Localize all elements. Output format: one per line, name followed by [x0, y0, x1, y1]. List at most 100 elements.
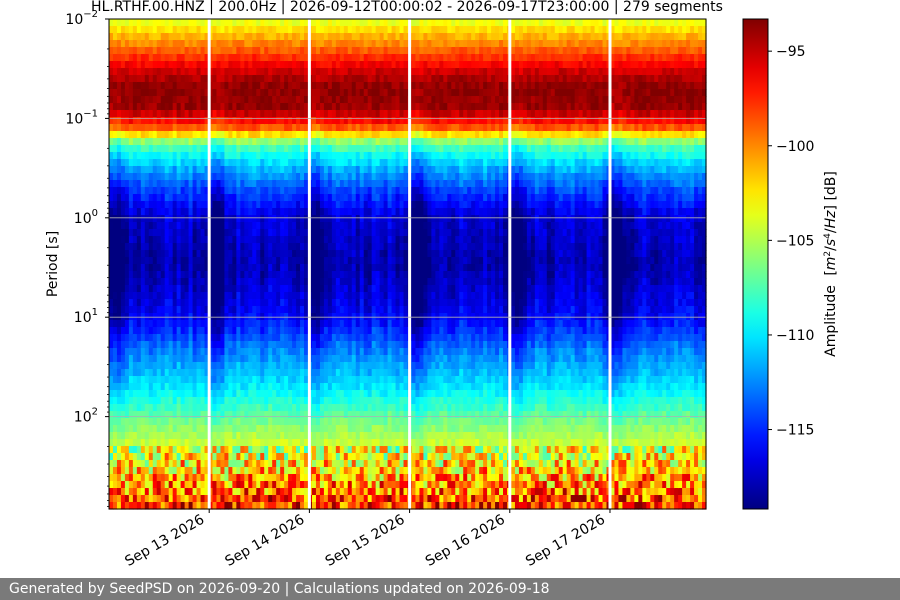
spectrogram-cell — [315, 397, 321, 405]
spectrogram-cell — [367, 110, 373, 118]
spectrogram-cell — [188, 292, 194, 300]
spectrogram-cell — [260, 306, 265, 314]
spectrogram-cell — [204, 61, 210, 69]
spectrogram-cell — [128, 208, 134, 216]
spectrogram-cell — [363, 194, 369, 202]
spectrogram-cell — [379, 355, 385, 363]
spectrogram-cell — [192, 187, 198, 195]
spectrogram-cell — [236, 432, 241, 440]
spectrogram-cell — [160, 243, 166, 251]
spectrogram-cell — [192, 411, 198, 419]
spectrogram-cell — [148, 404, 154, 412]
spectrogram-cell — [252, 341, 257, 349]
spectrogram-cell — [335, 33, 341, 41]
spectrogram-cell — [124, 222, 130, 230]
spectrogram-cell — [248, 320, 253, 328]
spectrogram-cell — [152, 124, 158, 132]
spectrogram-cell — [280, 460, 285, 468]
spectrogram-cell — [319, 152, 325, 160]
spectrogram-cell — [204, 474, 210, 482]
spectrogram-cell — [315, 355, 321, 363]
spectrogram-cell — [260, 54, 265, 62]
spectrogram-cell — [315, 138, 321, 146]
spectrogram-cell — [292, 229, 297, 237]
spectrogram-cell — [363, 187, 369, 195]
spectrogram-cell — [260, 110, 265, 118]
spectrogram-cell — [140, 327, 146, 335]
spectrogram-cell — [236, 369, 241, 377]
spectrogram-cell — [379, 201, 385, 209]
spectrogram-cell — [196, 82, 202, 90]
spectrogram-cell — [387, 278, 393, 286]
spectrogram-cell — [379, 103, 385, 111]
spectrogram-cell — [232, 103, 237, 111]
spectrogram-cell — [264, 243, 269, 251]
spectrogram-cell — [387, 285, 393, 293]
spectrogram-cell — [220, 390, 226, 398]
spectrogram-cell — [109, 40, 114, 48]
spectrogram-cell — [256, 75, 261, 83]
spectrogram-cell — [220, 117, 226, 125]
spectrogram-cell — [212, 26, 218, 34]
spectrogram-cell — [391, 152, 397, 160]
spectrogram-cell — [156, 306, 162, 314]
spectrogram-cell — [315, 418, 321, 426]
spectrogram-cell — [248, 250, 253, 258]
spectrogram-cell — [248, 397, 253, 405]
spectrogram-cell — [140, 222, 146, 230]
spectrogram-cell — [387, 222, 393, 230]
spectrogram-cell — [152, 159, 158, 167]
spectrogram-cell — [315, 474, 321, 482]
spectrogram-cell — [268, 341, 273, 349]
spectrogram-cell — [224, 145, 229, 153]
spectrogram-cell — [351, 215, 357, 223]
spectrogram-cell — [224, 236, 229, 244]
spectrogram-cell — [148, 173, 154, 181]
spectrogram-cell — [371, 138, 377, 146]
spectrogram-cell — [112, 292, 118, 300]
spectrogram-cell — [224, 453, 229, 461]
spectrogram-cell — [327, 222, 333, 230]
spectrogram-cell — [148, 369, 154, 377]
spectrogram-cell — [315, 341, 321, 349]
spectrogram-cell — [109, 187, 114, 195]
spectrogram-cell — [172, 194, 178, 202]
spectrogram-cell — [160, 96, 166, 104]
spectrogram-cell — [152, 299, 158, 307]
spectrogram-cell — [304, 327, 309, 335]
spectrogram-cell — [319, 320, 325, 328]
spectrogram-cell — [272, 138, 277, 146]
spectrogram-cell — [379, 54, 385, 62]
spectrogram-cell — [172, 369, 178, 377]
spectrogram-cell — [387, 404, 393, 412]
spectrogram-cell — [109, 327, 114, 335]
spectrogram-cell — [148, 411, 154, 419]
spectrogram-cell — [212, 278, 218, 286]
spectrogram-cell — [391, 96, 397, 104]
spectrogram-cell — [236, 54, 241, 62]
spectrogram-cell — [148, 159, 154, 167]
spectrogram-cell — [248, 222, 253, 230]
spectrogram-cell — [144, 495, 150, 503]
spectrogram-cell — [232, 355, 237, 363]
spectrogram-cell — [252, 376, 257, 384]
spectrogram-cell — [140, 397, 146, 405]
spectrogram-cell — [339, 425, 345, 433]
spectrogram-cell — [323, 355, 329, 363]
spectrogram-cell — [156, 278, 162, 286]
spectrogram-cell — [331, 145, 337, 153]
spectrogram-cell — [128, 82, 134, 90]
spectrogram-cell — [196, 159, 202, 167]
spectrogram-cell — [240, 418, 245, 426]
spectrogram-cell — [236, 117, 241, 125]
spectrogram-cell — [311, 26, 317, 34]
spectrogram-cell — [296, 131, 301, 139]
spectrogram-cell — [192, 355, 198, 363]
spectrogram-cell — [359, 117, 365, 125]
spectrogram-cell — [383, 327, 389, 335]
spectrogram-cell — [315, 264, 321, 272]
spectrogram-cell — [319, 124, 325, 132]
spectrogram-cell — [296, 222, 301, 230]
spectrogram-cell — [355, 243, 361, 251]
spectrogram-cell — [276, 502, 281, 510]
